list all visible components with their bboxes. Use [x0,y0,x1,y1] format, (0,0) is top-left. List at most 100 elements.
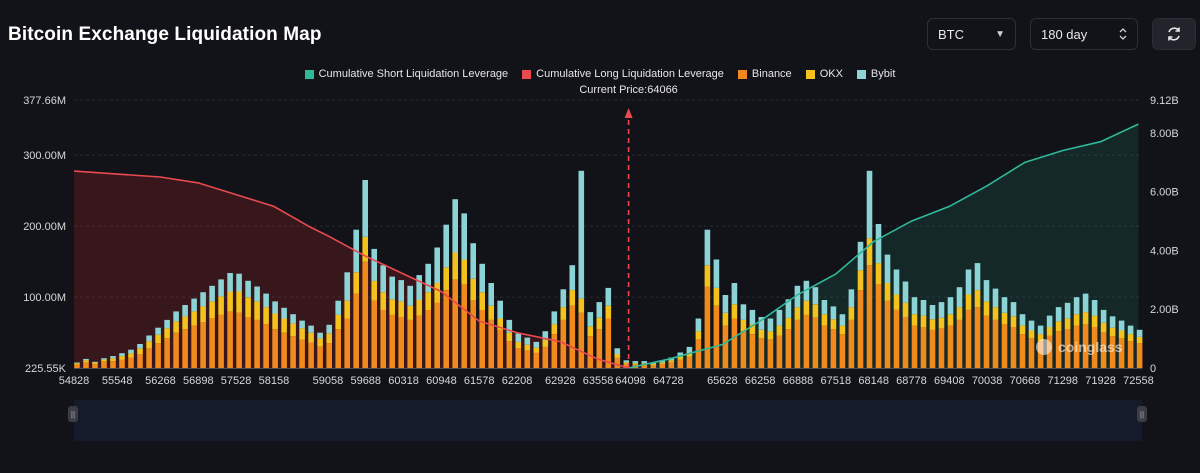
bar-okx [614,354,621,358]
zoom-slider-track[interactable] [74,400,1142,441]
bar-binance [623,363,630,369]
bar-binance [173,332,179,369]
bar-okx [632,363,639,365]
bar-bybit [164,319,170,329]
bar-binance [659,363,666,369]
bar-bybit [857,241,864,271]
zoom-handle-right[interactable]: || [1137,406,1147,422]
bar-binance [1064,329,1071,369]
bar-okx [749,324,756,334]
coin-select[interactable]: BTC ▼ [927,18,1016,50]
bar-binance [515,348,522,369]
current-price-arrow [624,108,633,118]
bar-okx [929,319,936,330]
bar-bybit [1091,300,1098,316]
bar-okx [893,294,900,310]
coin-select-value: BTC [938,26,964,42]
bar-binance [470,300,476,369]
bar-binance [1136,343,1143,369]
bar-binance [983,315,990,369]
bar-okx [974,290,981,308]
bar-binance [83,362,89,369]
bar-binance [506,341,513,369]
bar-bybit [1073,297,1080,315]
bar-okx [425,292,431,310]
legend-item[interactable]: Cumulative Long Liquidation Leverage [522,68,724,80]
legend-item[interactable]: Binance [737,68,792,80]
bar-binance [1019,334,1026,369]
bar-binance [929,329,936,369]
bar-okx [920,315,927,327]
bar-okx [335,314,341,330]
legend-swatch [856,69,866,79]
bar-bybit [398,280,404,302]
bar-okx [272,313,278,330]
bar-bybit [956,287,963,308]
bar-bybit [1028,320,1035,331]
bar-bybit [344,272,350,301]
y-left-tick-label: 200.00M [23,221,66,233]
x-tick-label: 58158 [259,375,290,387]
bar-binance [803,314,810,369]
x-tick-label: 63558 [583,375,614,387]
bar-bybit [560,289,567,308]
bar-okx [956,307,963,320]
bar-binance [290,336,296,369]
legend-item[interactable]: Cumulative Short Liquidation Leverage [304,68,508,80]
refresh-button[interactable] [1152,18,1196,50]
bar-binance [677,359,684,369]
bar-bybit [1001,297,1008,313]
bar-okx [722,312,729,326]
bar-bybit [767,318,774,332]
legend-swatch [737,69,747,79]
bar-okx [1100,322,1107,333]
legend-item[interactable]: Bybit [856,68,895,80]
bar-okx [380,292,386,310]
bar-okx [299,328,305,340]
zoom-handle-left[interactable]: || [68,406,78,422]
bar-okx [1082,312,1089,325]
bar-bybit [218,279,224,297]
bar-binance [848,319,855,369]
bar-binance [299,339,305,369]
bar-okx [389,299,395,315]
bar-bybit [893,269,900,295]
cumulative-short-line [628,123,1139,369]
bar-bybit [488,283,494,306]
x-tick-label: 59058 [313,375,344,387]
bar-okx [479,292,485,310]
x-tick-label: 62928 [545,375,576,387]
bar-bybit [992,288,999,308]
bar-okx [1010,316,1017,327]
bar-binance [641,364,648,369]
bar-bybit [776,309,783,326]
bar-bybit [434,247,440,283]
bar-bybit [578,170,585,299]
bar-bybit [101,358,107,360]
bar-binance [281,332,287,369]
bar-okx [992,307,999,320]
bar-binance [362,261,368,369]
bar-binance [695,339,702,369]
x-tick-label: 61578 [464,375,495,387]
bar-bybit [623,360,630,363]
bar-binance [812,317,819,369]
bar-bybit [227,273,233,292]
y-left-tick-label: 377.66M [23,95,66,107]
legend-item[interactable]: OKX [805,68,843,80]
bar-okx [281,318,287,333]
bar-okx [623,362,630,364]
bar-okx [740,319,747,332]
bar-bybit [200,292,206,307]
x-tick-label: 67518 [821,375,852,387]
bar-bybit [596,302,603,318]
x-tick-label: 70668 [1010,375,1041,387]
bar-binance [560,319,567,369]
bar-bybit [569,265,576,291]
bar-bybit [191,298,197,312]
bar-binance [902,317,909,369]
bar-bybit [407,285,413,306]
period-select[interactable]: 180 day [1030,18,1138,50]
bar-bybit [308,325,314,333]
bar-binance [686,356,693,369]
